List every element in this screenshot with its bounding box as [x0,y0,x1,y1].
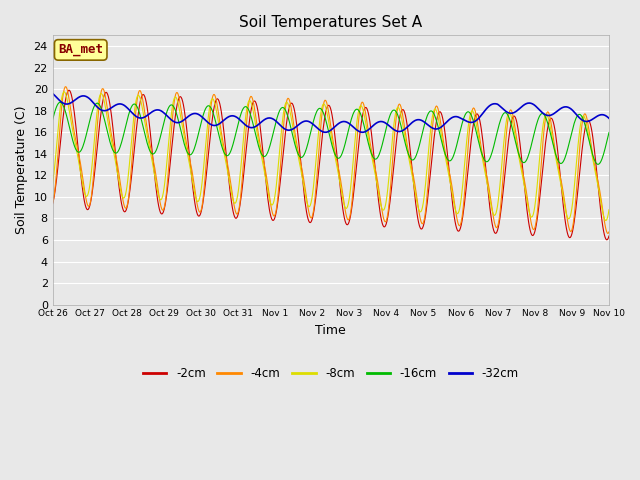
-8cm [173,97,181,103]
-2cm [203,169,211,175]
-16cm [595,161,602,167]
-16cm [415,142,423,148]
X-axis label: Time: Time [316,324,346,337]
-2cm [49,201,56,206]
-2cm [603,237,611,243]
-32cm [415,117,423,122]
-32cm [59,100,67,106]
-4cm [59,95,67,100]
-4cm [605,229,613,235]
-32cm [399,127,407,133]
-8cm [117,188,125,194]
-16cm [605,130,613,135]
-2cm [173,101,181,107]
-32cm [49,91,56,96]
-2cm [605,233,613,239]
-8cm [602,217,610,223]
Legend: -2cm, -4cm, -8cm, -16cm, -32cm: -2cm, -4cm, -8cm, -16cm, -32cm [138,362,524,385]
-8cm [49,181,56,187]
Line: -16cm: -16cm [52,102,609,164]
Line: -8cm: -8cm [52,92,609,220]
-8cm [60,89,68,95]
-4cm [399,115,407,121]
Title: Soil Temperatures Set A: Soil Temperatures Set A [239,15,422,30]
-8cm [59,91,67,97]
-8cm [203,131,211,136]
Y-axis label: Soil Temperature (C): Soil Temperature (C) [15,106,28,234]
-4cm [173,90,181,96]
-2cm [415,223,423,228]
-16cm [49,117,56,122]
-4cm [203,154,211,160]
-8cm [415,208,423,214]
-32cm [202,118,210,123]
-32cm [605,115,613,121]
-32cm [173,120,180,125]
-8cm [605,207,613,213]
-4cm [62,84,70,90]
-16cm [203,104,211,110]
-4cm [415,212,423,217]
Line: -2cm: -2cm [52,90,609,240]
-2cm [117,196,125,202]
-16cm [60,103,67,109]
Text: BA_met: BA_met [58,43,103,57]
-16cm [173,113,181,119]
-16cm [399,132,407,138]
-4cm [117,183,125,189]
-32cm [116,101,124,107]
-16cm [117,142,125,148]
-2cm [65,87,73,93]
-8cm [399,124,407,130]
Line: -4cm: -4cm [52,87,609,233]
-16cm [56,99,64,105]
-2cm [59,118,67,123]
Line: -32cm: -32cm [52,94,609,132]
-2cm [399,107,407,112]
-4cm [604,230,612,236]
-4cm [49,200,56,205]
-32cm [358,130,366,135]
